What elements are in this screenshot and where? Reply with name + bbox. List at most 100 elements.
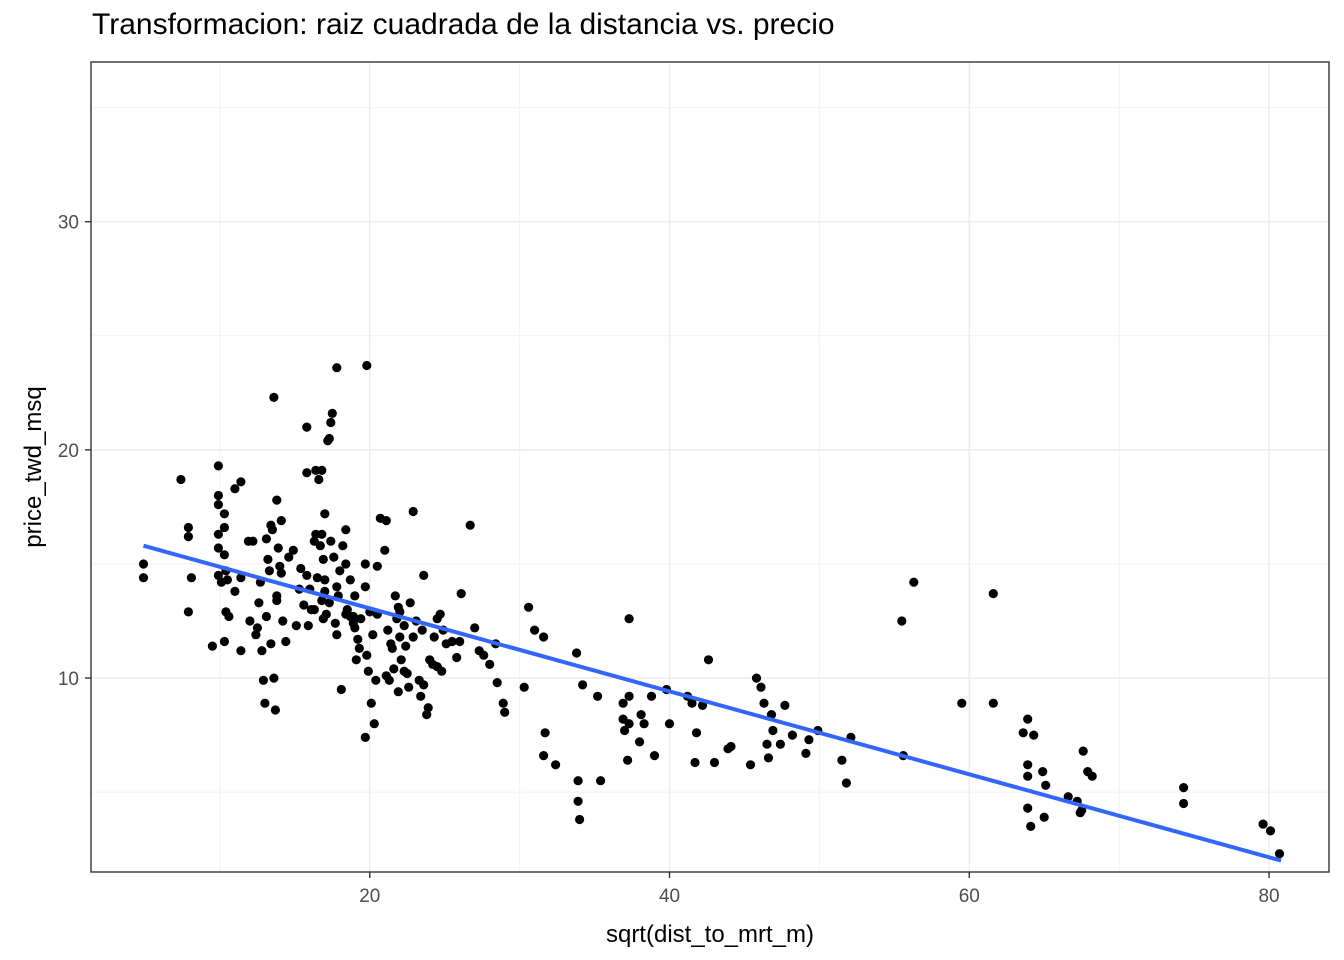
data-point <box>801 748 811 759</box>
data-point <box>530 625 540 635</box>
data-point <box>219 550 229 560</box>
data-point <box>447 636 457 647</box>
data-point <box>551 760 561 770</box>
data-point <box>756 682 766 692</box>
data-point <box>320 509 330 519</box>
data-point <box>236 646 246 656</box>
data-point <box>266 639 276 649</box>
data-point <box>207 641 217 651</box>
data-point <box>302 468 312 478</box>
data-point <box>312 573 322 583</box>
data-point <box>183 522 193 533</box>
data-point <box>317 595 327 606</box>
data-point <box>296 563 306 574</box>
data-point <box>269 673 279 683</box>
data-point <box>213 461 223 471</box>
data-point <box>372 561 382 571</box>
x-axis-title: sqrt(dist_to_mrt_m) <box>606 921 814 948</box>
data-point <box>389 664 399 674</box>
data-point <box>362 650 372 660</box>
data-point <box>380 545 390 555</box>
data-point <box>381 671 391 681</box>
grid-layer <box>91 62 1329 872</box>
data-point <box>1029 730 1039 740</box>
data-point <box>428 659 438 670</box>
data-point <box>1087 771 1097 781</box>
data-point <box>341 525 351 535</box>
data-point <box>368 630 378 640</box>
data-point <box>321 609 331 619</box>
data-point <box>330 618 340 628</box>
data-point <box>230 586 240 597</box>
data-point <box>417 625 427 635</box>
data-point <box>261 534 271 544</box>
data-point <box>272 591 282 601</box>
data-point <box>284 552 294 562</box>
data-point <box>1274 849 1285 859</box>
data-point <box>213 543 223 553</box>
data-point <box>350 591 360 601</box>
data-point <box>236 477 246 487</box>
data-point <box>360 559 370 569</box>
data-point <box>332 363 342 373</box>
data-point <box>624 614 634 624</box>
data-point <box>726 741 736 752</box>
data-point <box>338 541 348 551</box>
data-point <box>639 719 649 729</box>
data-point <box>332 630 342 640</box>
data-point <box>768 725 778 736</box>
data-point <box>404 682 414 692</box>
data-point <box>254 598 264 608</box>
data-point <box>327 408 337 418</box>
y-tick-label: 20 <box>58 441 79 462</box>
data-point <box>1258 819 1268 829</box>
x-tick-label: 80 <box>1258 886 1279 907</box>
data-point <box>1041 780 1051 790</box>
data-point <box>183 607 193 617</box>
data-point <box>540 728 550 738</box>
data-point <box>381 516 391 526</box>
data-point <box>353 634 363 644</box>
data-point <box>350 623 360 633</box>
data-point <box>691 728 702 738</box>
trend-layer <box>142 543 1282 863</box>
data-point <box>596 776 606 786</box>
data-point <box>957 698 967 708</box>
data-point <box>649 751 660 761</box>
data-point <box>390 591 400 601</box>
data-point <box>314 474 324 485</box>
data-point <box>1039 812 1049 822</box>
data-point <box>302 422 312 432</box>
data-point <box>573 796 583 806</box>
data-point <box>291 621 301 631</box>
data-point <box>276 516 286 526</box>
data-point <box>323 436 333 446</box>
data-point <box>703 655 714 665</box>
data-point <box>646 691 657 701</box>
data-point <box>324 598 334 608</box>
data-point <box>396 655 406 665</box>
data-point <box>335 566 345 576</box>
data-point <box>1265 826 1276 836</box>
data-point <box>311 465 321 475</box>
data-point <box>299 600 309 610</box>
axis-layer: 20 40 60 80 10 20 30 <box>58 213 1280 907</box>
data-point <box>222 575 232 585</box>
data-point <box>356 614 366 624</box>
data-point <box>787 730 798 740</box>
data-point <box>519 682 529 692</box>
data-point <box>138 573 149 583</box>
data-point <box>624 719 634 729</box>
data-point <box>183 532 193 542</box>
data-point <box>362 360 372 371</box>
y-axis-title: price_twd_msq <box>20 386 47 547</box>
data-point <box>219 636 229 647</box>
points-layer <box>138 360 1285 859</box>
data-point <box>419 570 429 581</box>
data-point <box>573 776 583 786</box>
data-point <box>351 655 361 665</box>
data-point <box>288 545 298 555</box>
data-point <box>759 698 769 708</box>
y-tick-label: 30 <box>58 213 79 234</box>
